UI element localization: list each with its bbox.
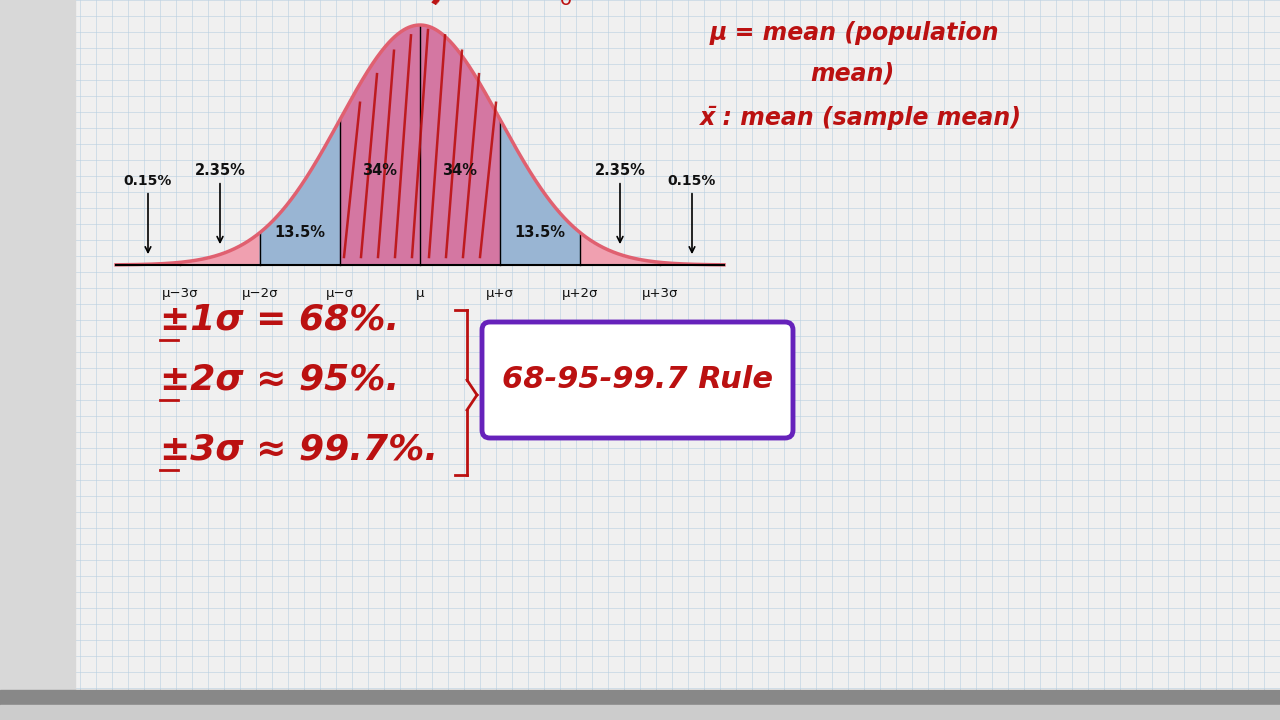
Polygon shape <box>500 120 580 265</box>
Text: μ−3σ: μ−3σ <box>161 287 198 300</box>
Text: 34%: 34% <box>443 163 477 178</box>
Bar <box>0 690 1280 720</box>
Text: μ−σ: μ−σ <box>326 287 355 300</box>
Text: 0.15%: 0.15% <box>668 174 717 252</box>
Text: 2.35%: 2.35% <box>195 163 246 243</box>
Text: 34%: 34% <box>362 163 398 178</box>
Text: 13.5%: 13.5% <box>515 225 566 240</box>
Polygon shape <box>116 25 724 265</box>
Text: x̄ : mean (sample mean): x̄ : mean (sample mean) <box>700 106 1021 130</box>
Text: μ = mean (population: μ = mean (population <box>710 21 1000 45</box>
Text: 0.15%: 0.15% <box>124 174 173 252</box>
Polygon shape <box>340 25 499 265</box>
Text: 2.35%: 2.35% <box>595 163 645 243</box>
Polygon shape <box>260 120 340 265</box>
Text: μ: μ <box>416 287 424 300</box>
Text: 13.5%: 13.5% <box>274 225 325 240</box>
Text: mean): mean) <box>810 61 895 85</box>
Text: ±3σ ≈ 99.7%.: ±3σ ≈ 99.7%. <box>160 433 438 467</box>
Text: μ+2σ: μ+2σ <box>562 287 598 300</box>
Text: ±1σ = 68%.: ±1σ = 68%. <box>160 303 399 337</box>
Text: 68-95-99.7 Rule: 68-95-99.7 Rule <box>502 366 773 395</box>
Polygon shape <box>116 262 180 265</box>
Polygon shape <box>660 262 724 265</box>
FancyBboxPatch shape <box>483 322 794 438</box>
Text: o: o <box>561 0 572 9</box>
Text: μ+σ: μ+σ <box>486 287 515 300</box>
Bar <box>0 0 76 720</box>
Bar <box>0 705 1280 720</box>
Text: 47. S%.: 47. S%. <box>325 0 451 13</box>
Text: μ−2σ: μ−2σ <box>242 287 278 300</box>
Text: μ+3σ: μ+3σ <box>641 287 678 300</box>
Text: ±2σ ≈ 95%.: ±2σ ≈ 95%. <box>160 363 399 397</box>
